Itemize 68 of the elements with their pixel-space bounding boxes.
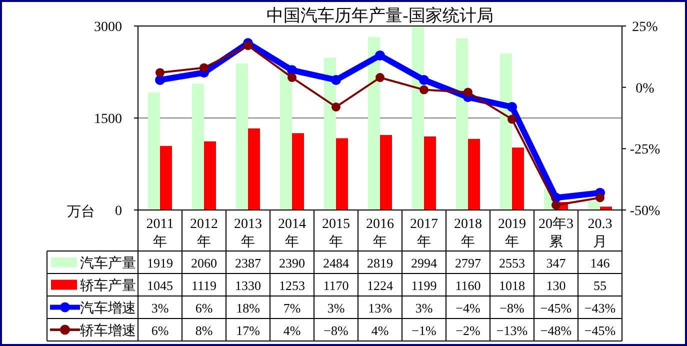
legend-label: 汽车产量 xyxy=(80,255,136,272)
data-label: 347 xyxy=(546,255,566,270)
data-label: −8% xyxy=(500,300,524,316)
data-label: −13% xyxy=(496,322,528,338)
data-label: −1% xyxy=(412,322,436,338)
data-label: 8% xyxy=(195,322,213,338)
data-label: 3% xyxy=(151,300,169,316)
data-label: 13% xyxy=(368,300,392,316)
x-tick-label: 2016年 xyxy=(366,217,394,250)
data-label: 2060 xyxy=(191,255,217,270)
data-label: 2553 xyxy=(499,255,525,270)
legend-label: 汽车增速 xyxy=(80,300,136,316)
legend-label: 轿车产量 xyxy=(80,278,136,294)
y-axis-title: 万台 xyxy=(67,204,95,220)
data-label: 7% xyxy=(283,300,301,316)
data-label: 17% xyxy=(236,322,260,338)
data-label: 2819 xyxy=(367,255,393,270)
data-label: −45% xyxy=(584,322,616,338)
y2-tick-label: -50% xyxy=(630,204,660,219)
data-label: 2797 xyxy=(455,255,482,270)
data-label: 4% xyxy=(283,322,301,338)
data-label: 2994 xyxy=(411,255,438,270)
data-label: −45% xyxy=(540,300,572,316)
x-tick-label: 2015年 xyxy=(322,217,350,250)
chart-title: 中国汽车历年产量-国家统计局 xyxy=(266,6,494,25)
data-label: 146 xyxy=(590,255,610,270)
x-tick-label: 2017年 xyxy=(410,217,438,250)
data-label: 130 xyxy=(546,278,566,293)
data-label: 1224 xyxy=(367,278,394,293)
data-label: 1170 xyxy=(323,278,349,293)
x-tick-label: 2014年 xyxy=(278,217,306,250)
data-label: 1119 xyxy=(191,278,217,293)
y-tick-label: 3000 xyxy=(94,20,122,35)
data-label: 55 xyxy=(594,278,606,293)
y2-tick-label: -25% xyxy=(630,142,660,158)
y2-tick-label: 25% xyxy=(632,20,658,35)
x-tick-label: 20.3月 xyxy=(588,217,612,250)
data-label: 6% xyxy=(151,322,169,338)
data-label: −4% xyxy=(456,300,480,316)
data-label: 1253 xyxy=(279,278,305,293)
data-label: 1919 xyxy=(147,255,173,270)
x-tick-label: 2011年 xyxy=(146,217,174,250)
data-label: 1160 xyxy=(455,278,481,293)
data-label: 6% xyxy=(195,300,213,316)
data-label: 2390 xyxy=(279,255,305,270)
y2-tick-label: 0% xyxy=(636,81,655,96)
data-label: −2% xyxy=(456,322,480,338)
x-tick-label: 20年3累 xyxy=(538,216,574,250)
data-label: 4% xyxy=(371,322,389,338)
x-tick-label: 2018年 xyxy=(454,217,482,250)
data-label: −48% xyxy=(540,322,572,338)
data-label: −8% xyxy=(324,322,348,338)
x-tick-label: 2013年 xyxy=(234,217,262,250)
data-label: 1330 xyxy=(235,278,261,293)
y-tick-label: 0 xyxy=(115,204,122,219)
x-tick-label: 2019年 xyxy=(498,217,526,250)
data-label: 1018 xyxy=(499,278,525,293)
legend-label: 轿车增速 xyxy=(80,322,136,339)
data-label: −43% xyxy=(584,300,616,316)
data-label: 2387 xyxy=(235,255,262,270)
data-label: 2484 xyxy=(323,255,350,270)
y-tick-label: 1500 xyxy=(94,112,122,127)
data-label: 3% xyxy=(415,300,433,316)
data-label: 3% xyxy=(327,300,345,316)
data-label: 18% xyxy=(236,300,260,316)
data-label: 1199 xyxy=(411,278,437,293)
x-tick-label: 2012年 xyxy=(190,217,218,250)
data-label: 1045 xyxy=(147,278,173,293)
